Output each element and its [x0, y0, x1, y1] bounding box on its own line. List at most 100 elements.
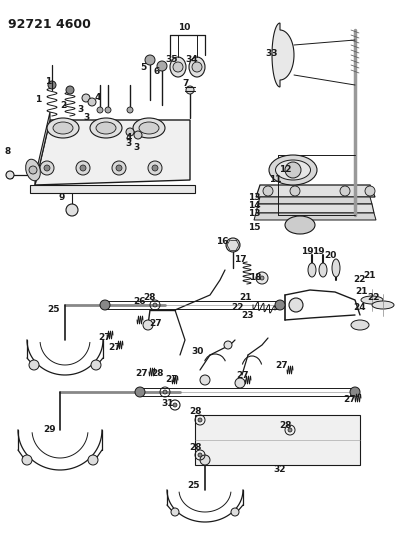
Circle shape — [263, 186, 273, 196]
Circle shape — [6, 171, 14, 179]
Text: 28: 28 — [144, 294, 156, 303]
Circle shape — [173, 62, 183, 72]
Text: 34: 34 — [186, 55, 198, 64]
Circle shape — [80, 165, 86, 171]
Circle shape — [29, 360, 39, 370]
Text: 17: 17 — [234, 255, 246, 264]
Circle shape — [200, 375, 210, 385]
Circle shape — [97, 107, 103, 113]
Circle shape — [126, 128, 134, 136]
Text: 3: 3 — [133, 143, 139, 152]
Circle shape — [198, 453, 202, 457]
Ellipse shape — [351, 320, 369, 330]
Ellipse shape — [275, 160, 310, 180]
Circle shape — [163, 390, 167, 394]
Circle shape — [171, 508, 179, 516]
Circle shape — [22, 455, 32, 465]
Circle shape — [91, 360, 101, 370]
Circle shape — [365, 186, 375, 196]
Circle shape — [40, 161, 54, 175]
Circle shape — [157, 61, 167, 71]
Circle shape — [143, 320, 153, 330]
Text: 21: 21 — [364, 271, 376, 279]
Ellipse shape — [96, 122, 116, 134]
Circle shape — [231, 508, 239, 516]
Circle shape — [127, 107, 133, 113]
Polygon shape — [254, 213, 376, 220]
Ellipse shape — [285, 216, 315, 234]
Circle shape — [76, 161, 90, 175]
Text: 18: 18 — [249, 273, 261, 282]
Ellipse shape — [319, 263, 327, 277]
Polygon shape — [272, 23, 294, 87]
Polygon shape — [256, 204, 374, 213]
Ellipse shape — [53, 122, 73, 134]
Text: 26: 26 — [133, 297, 145, 306]
Text: 22: 22 — [354, 276, 366, 285]
Circle shape — [288, 428, 292, 432]
Text: 27: 27 — [136, 368, 148, 377]
Text: 11: 11 — [269, 175, 281, 184]
Circle shape — [44, 165, 50, 171]
Circle shape — [340, 186, 350, 196]
Text: 1: 1 — [35, 95, 41, 104]
Circle shape — [48, 81, 56, 89]
Text: 19: 19 — [301, 247, 313, 256]
Circle shape — [148, 161, 162, 175]
Text: 23: 23 — [242, 311, 254, 319]
Polygon shape — [35, 112, 50, 185]
Text: 4: 4 — [95, 93, 101, 102]
Ellipse shape — [372, 301, 394, 309]
Text: 25: 25 — [48, 305, 60, 314]
Circle shape — [116, 165, 122, 171]
Bar — [30, 185, 195, 193]
Text: 27: 27 — [109, 343, 122, 352]
Text: 30: 30 — [192, 348, 204, 357]
Text: 27: 27 — [276, 361, 288, 370]
Text: 21: 21 — [356, 287, 368, 296]
Ellipse shape — [269, 155, 317, 185]
Text: 12: 12 — [279, 166, 291, 174]
Circle shape — [88, 455, 98, 465]
Text: 9: 9 — [59, 193, 65, 203]
Text: 21: 21 — [239, 294, 251, 303]
Ellipse shape — [170, 57, 186, 77]
Text: 16: 16 — [216, 238, 228, 246]
Text: 13: 13 — [248, 193, 260, 203]
Text: 1: 1 — [45, 77, 51, 86]
Text: 4: 4 — [126, 133, 132, 141]
Circle shape — [224, 341, 232, 349]
Bar — [195, 415, 360, 465]
Circle shape — [145, 55, 155, 65]
Circle shape — [235, 378, 245, 388]
Circle shape — [285, 162, 301, 178]
Circle shape — [256, 272, 268, 284]
Ellipse shape — [361, 296, 383, 304]
Ellipse shape — [308, 263, 316, 277]
Text: 13: 13 — [248, 209, 260, 219]
Text: 33: 33 — [266, 50, 278, 59]
Circle shape — [66, 204, 78, 216]
Circle shape — [135, 387, 145, 397]
Text: 6: 6 — [154, 68, 160, 77]
Circle shape — [198, 418, 202, 422]
Circle shape — [29, 166, 37, 174]
Circle shape — [173, 403, 177, 407]
Text: 22: 22 — [232, 303, 244, 312]
Ellipse shape — [332, 259, 340, 277]
Circle shape — [289, 298, 303, 312]
Text: 5: 5 — [140, 62, 146, 71]
Text: 3: 3 — [125, 139, 131, 148]
Circle shape — [152, 165, 158, 171]
Circle shape — [105, 107, 111, 113]
Circle shape — [82, 94, 90, 102]
Circle shape — [88, 98, 96, 106]
Circle shape — [134, 131, 142, 139]
Circle shape — [100, 300, 110, 310]
Text: 28: 28 — [152, 369, 164, 378]
Circle shape — [226, 238, 240, 252]
Text: 27: 27 — [150, 319, 162, 327]
Ellipse shape — [26, 159, 41, 181]
Circle shape — [192, 62, 202, 72]
Text: 25: 25 — [187, 481, 199, 489]
